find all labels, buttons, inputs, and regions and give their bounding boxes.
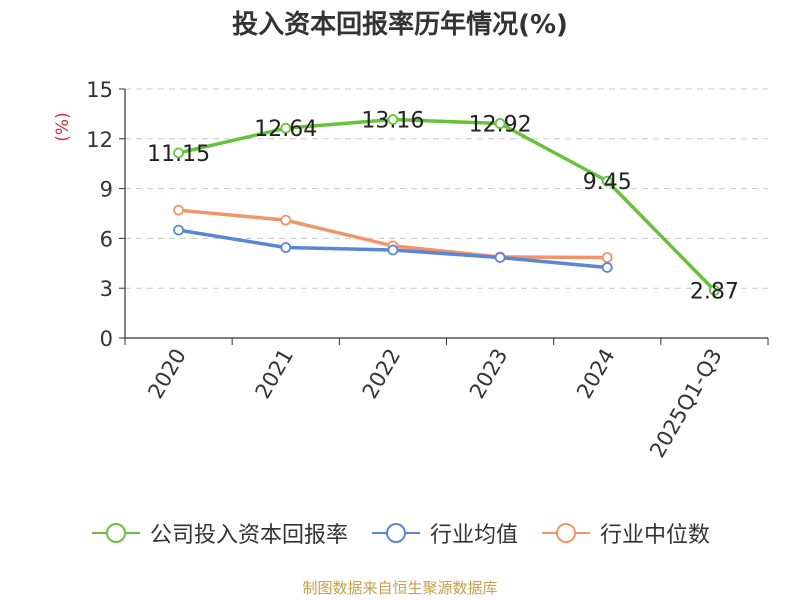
data-point: [601, 262, 613, 273]
y-tick-label: 9: [100, 178, 113, 202]
x-tick-label: 2020: [143, 345, 191, 403]
y-tick-label: 12: [86, 128, 113, 152]
legend-item: 公司投入资本回报率: [90, 517, 348, 549]
data-point: [709, 284, 720, 296]
x-tick-label: 2023: [465, 345, 513, 403]
data-label: 11.15: [147, 142, 210, 167]
data-point: [494, 118, 506, 129]
legend-marker-icon: [371, 523, 420, 543]
line-chart: 0 3 6 9 12 15 2020 2021 2022 2023 2024 2025Q1-Q3 (%)…: [53, 78, 769, 462]
data-label: 13.16: [361, 109, 424, 134]
data-point: [280, 214, 292, 226]
x-tick-label: 2025Q1-Q3: [645, 345, 727, 462]
data-label: 12.64: [254, 117, 317, 142]
data-point: [387, 114, 399, 125]
legend: 公司投入资本回报率 行业均值 行业中位数: [0, 517, 800, 549]
data-point: [280, 242, 292, 253]
legend-marker-icon: [91, 523, 140, 543]
source-note: 制图数据来自恒生聚源数据库: [302, 579, 498, 597]
y-tick-label: 6: [100, 227, 113, 251]
legend-label: 公司投入资本回报率: [149, 523, 348, 548]
data-label: 2.87: [690, 279, 739, 304]
data-point: [173, 224, 184, 236]
data-point: [601, 175, 613, 187]
data-point: [601, 252, 613, 263]
x-tick-label: 2024: [572, 345, 620, 403]
x-tick-label: 2022: [358, 345, 406, 403]
y-tick-label: 0: [100, 327, 113, 351]
legend-label: 行业均值: [429, 523, 518, 548]
series-line: [176, 117, 717, 293]
legend-item: 行业均值: [370, 517, 518, 549]
x-tick-label: 2021: [251, 345, 299, 403]
data-point: [387, 244, 399, 256]
legend-marker-icon: [542, 523, 590, 543]
data-point: [173, 147, 184, 159]
y-axis-label: (%): [53, 112, 73, 141]
y-tick-label: 3: [100, 277, 113, 301]
data-label: 12.92: [469, 113, 532, 138]
data-point: [173, 204, 184, 216]
data-label: 9.45: [583, 170, 632, 195]
legend-item: 行业中位数: [540, 517, 710, 549]
y-tick-label: 15: [86, 78, 113, 102]
legend-label: 行业中位数: [600, 523, 711, 548]
data-point: [280, 122, 292, 134]
data-point: [494, 252, 506, 263]
chart-title: 投入资本回报率历年情况(%): [232, 10, 568, 40]
